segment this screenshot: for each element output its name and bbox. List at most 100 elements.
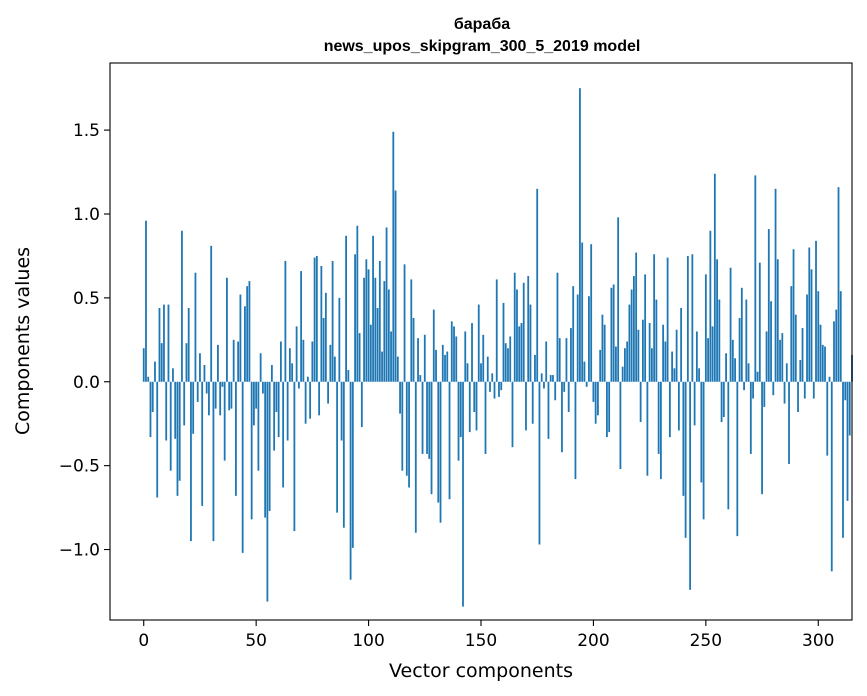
bar [713, 173, 716, 382]
bar [192, 381, 195, 434]
bar [205, 381, 208, 394]
bar [720, 381, 723, 423]
bar [828, 376, 831, 382]
bar [833, 321, 835, 382]
bar [821, 344, 824, 382]
bar [615, 346, 617, 382]
bar [835, 309, 838, 382]
bar [747, 363, 750, 382]
bar [185, 343, 188, 382]
bar [520, 323, 523, 382]
bar [576, 294, 579, 382]
bar [637, 329, 640, 382]
bar [558, 338, 561, 382]
y-tick-label: 1.5 [73, 121, 100, 141]
bar [543, 381, 545, 389]
x-tick-label: 50 [245, 631, 267, 651]
bar [426, 381, 428, 454]
bar [493, 381, 496, 399]
bar [311, 341, 314, 382]
bar [686, 255, 689, 382]
bar [561, 381, 563, 453]
bar [315, 255, 318, 382]
bar [498, 381, 500, 397]
bar [293, 381, 296, 532]
bar [594, 381, 597, 424]
bar [475, 381, 478, 431]
bar [405, 381, 408, 476]
bar [410, 279, 413, 382]
bar [684, 381, 687, 538]
bar [590, 244, 593, 382]
y-axis: −1.0 −0.5 0.0 0.5 1.0 1.5 [59, 121, 110, 561]
bar [808, 247, 811, 382]
bar [556, 272, 559, 382]
bars-group [142, 88, 853, 607]
bar [779, 339, 781, 382]
bar [572, 286, 575, 382]
bar [531, 381, 534, 424]
bar [502, 302, 505, 382]
bar [462, 381, 464, 607]
bar [570, 328, 572, 382]
bar [165, 381, 168, 441]
bar [702, 381, 705, 520]
bar [147, 376, 150, 382]
bar [608, 381, 611, 433]
bar [846, 381, 849, 501]
x-axis: 0 50 100 150 200 250 300 [138, 620, 834, 651]
bar [579, 88, 581, 382]
bar [758, 262, 761, 382]
bar [806, 294, 808, 382]
bar [538, 381, 541, 545]
bar [738, 318, 741, 382]
bar [585, 381, 588, 387]
bar [149, 381, 152, 438]
bar [401, 381, 404, 471]
bar [302, 339, 305, 382]
bar [273, 381, 276, 451]
bar [262, 381, 264, 394]
bar [212, 381, 215, 542]
bar [473, 381, 476, 412]
bar [765, 331, 768, 382]
bar [156, 381, 159, 498]
bar [295, 326, 298, 382]
bar [158, 307, 161, 382]
bar [172, 368, 174, 382]
bar [624, 348, 626, 382]
bar [327, 381, 329, 404]
bar [675, 329, 678, 382]
bar [619, 381, 622, 470]
bar [329, 344, 332, 382]
x-tick-label: 300 [802, 631, 834, 651]
bar [190, 381, 192, 542]
bar [390, 331, 392, 382]
bar [284, 260, 287, 382]
bar [842, 381, 844, 538]
bar [545, 341, 548, 382]
bar [671, 351, 674, 382]
bar [718, 299, 721, 382]
bar [459, 381, 462, 438]
bar [792, 249, 795, 382]
bar [448, 381, 451, 500]
bar [583, 361, 586, 382]
bar [536, 188, 539, 382]
bar [399, 381, 401, 414]
bar [223, 381, 226, 461]
bar [810, 269, 813, 382]
bar [313, 257, 316, 382]
bar [176, 381, 179, 496]
bar [453, 326, 455, 382]
bar [288, 348, 291, 382]
bar [610, 287, 613, 382]
bar [338, 297, 341, 382]
bar [396, 356, 399, 382]
bar [484, 381, 487, 454]
bar [756, 371, 759, 382]
bar [324, 292, 327, 382]
bar [606, 381, 608, 438]
bar [257, 381, 260, 471]
